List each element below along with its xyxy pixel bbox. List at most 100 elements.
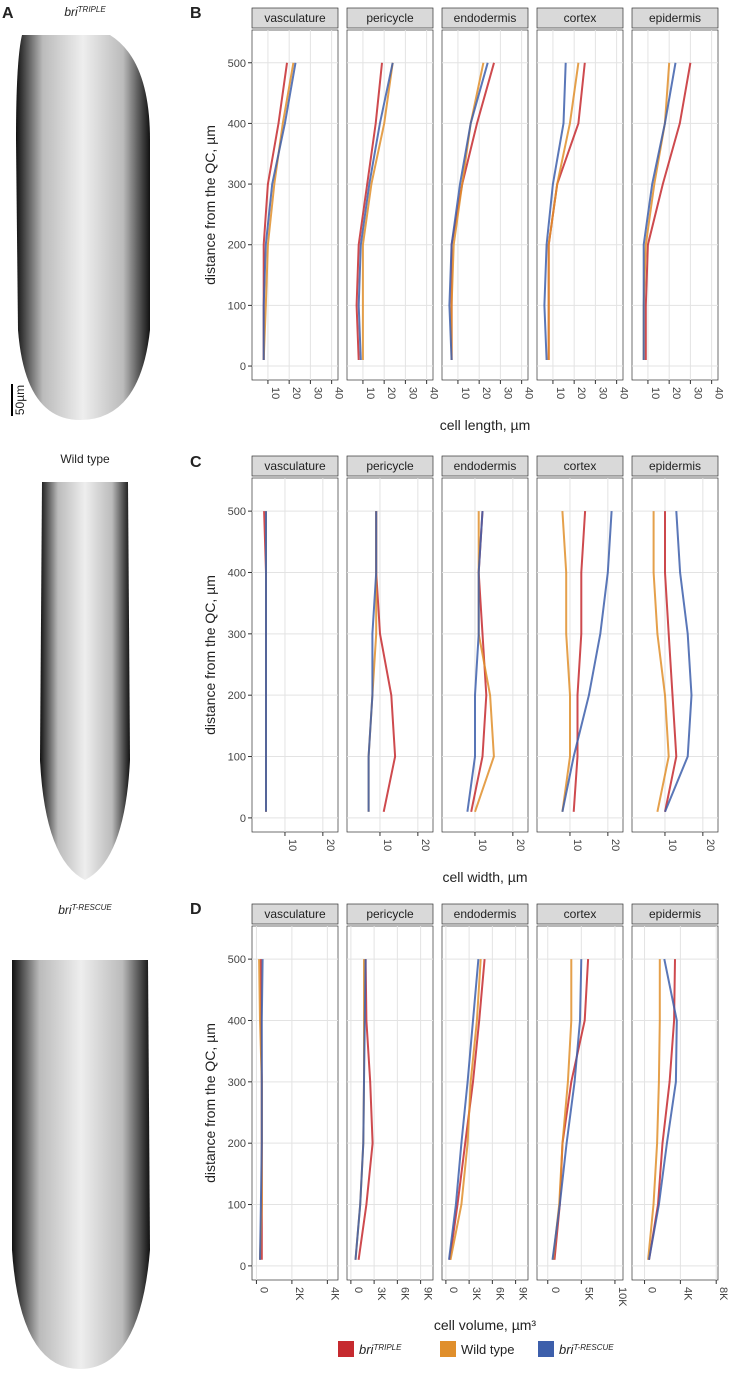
x-tick-label: 0 — [352, 1287, 364, 1293]
x-tick-label: 5K — [582, 1287, 594, 1301]
y-tick-label: 200 — [228, 240, 246, 252]
trend-line — [466, 511, 484, 812]
root-image — [12, 960, 150, 1369]
legend-swatch — [338, 1341, 354, 1357]
trend-line — [644, 62, 692, 360]
facet-strip — [251, 903, 339, 925]
facet-label: pericycle — [366, 11, 414, 25]
facet-label: endodermis — [454, 907, 517, 921]
trend-line — [262, 62, 297, 360]
y-tick-label: 0 — [240, 1261, 246, 1273]
trend-line — [361, 62, 394, 360]
label-sup: TRIPLE — [78, 5, 107, 14]
y-tick-label: 500 — [228, 58, 246, 70]
label-sup: T-RESCUE — [72, 903, 113, 912]
y-tick-label: 300 — [228, 179, 246, 191]
x-tick-label: 40 — [618, 387, 630, 399]
panel-label: A — [2, 5, 14, 22]
legend-swatch — [440, 1341, 456, 1357]
facet-panel — [441, 29, 529, 381]
y-tick-label: 400 — [228, 567, 246, 579]
x-axis-label: cell width, µm — [442, 869, 527, 885]
facet-panel — [441, 925, 529, 1281]
x-tick-label: 10 — [459, 387, 471, 399]
facet-panel — [251, 925, 339, 1281]
facet-strip — [346, 903, 434, 925]
y-tick-label: 500 — [228, 954, 246, 966]
trend-line — [547, 62, 580, 360]
facet-label: endodermis — [454, 459, 517, 473]
x-tick-label: 40 — [523, 387, 535, 399]
x-tick-label: 8K — [717, 1287, 729, 1301]
x-tick-label: 6K — [398, 1287, 410, 1301]
x-tick-label: 9K — [517, 1287, 529, 1301]
x-tick-label: 9K — [422, 1287, 434, 1301]
y-axis-label: distance from the QC, µm — [202, 125, 218, 285]
label-sup: TRIPLE — [373, 1343, 402, 1352]
x-tick-label: 20 — [324, 839, 336, 851]
y-tick-label: 400 — [228, 1015, 246, 1027]
y-tick-label: 300 — [228, 1077, 246, 1089]
trend-line — [647, 959, 661, 1260]
facet-panel — [631, 477, 719, 833]
scale-bar-label: 50µm — [13, 385, 27, 415]
facet-label: cortex — [564, 11, 597, 25]
x-tick-label: 20 — [575, 387, 587, 399]
y-tick-label: 200 — [228, 1138, 246, 1150]
trend-line — [648, 958, 678, 1260]
x-tick-label: 10 — [649, 387, 661, 399]
facet-label: cortex — [564, 907, 597, 921]
x-tick-label: 0 — [549, 1287, 561, 1293]
x-tick-label: 20 — [609, 839, 621, 851]
facet-strip — [441, 455, 529, 477]
facet-strip — [631, 903, 719, 925]
facet-panel — [441, 477, 529, 833]
facet-label: vasculature — [264, 459, 326, 473]
legend-label: briTRIPLE — [359, 1342, 402, 1357]
x-tick-label: 40 — [713, 387, 725, 399]
x-axis-label: cell volume, µm³ — [434, 1317, 537, 1333]
x-tick-label: 10 — [571, 839, 583, 851]
x-tick-label: 20 — [670, 387, 682, 399]
image-label: briTRIPLE — [64, 5, 106, 20]
trend-line — [262, 62, 295, 361]
label-base: bri — [559, 1342, 575, 1357]
legend-label: Wild type — [461, 1342, 514, 1357]
facet-panel — [346, 477, 434, 833]
facet-label: epidermis — [649, 907, 701, 921]
facet-label: pericycle — [366, 459, 414, 473]
x-tick-label: 30 — [596, 387, 608, 399]
x-tick-label: 10 — [666, 839, 678, 851]
x-tick-label: 10 — [554, 387, 566, 399]
x-tick-label: 10 — [364, 387, 376, 399]
trend-line — [357, 62, 394, 361]
x-tick-label: 0 — [257, 1287, 269, 1293]
x-tick-label: 0 — [447, 1287, 459, 1293]
trend-line — [448, 62, 489, 361]
y-tick-label: 0 — [240, 361, 246, 373]
x-tick-label: 2K — [293, 1287, 305, 1301]
y-tick-label: 300 — [228, 629, 246, 641]
x-tick-label: 30 — [691, 387, 703, 399]
x-tick-label: 3K — [470, 1287, 482, 1301]
facet-strip — [251, 7, 339, 29]
x-tick-label: 40 — [333, 387, 345, 399]
facet-panel — [346, 925, 434, 1281]
trend-line — [448, 959, 480, 1260]
x-tick-label: 20 — [514, 839, 526, 851]
facet-strip — [631, 455, 719, 477]
trend-line — [664, 511, 678, 813]
x-tick-label: 20 — [480, 387, 492, 399]
panel-label: C — [190, 454, 202, 471]
x-tick-label: 20 — [290, 387, 302, 399]
trend-line — [664, 511, 693, 813]
y-tick-label: 400 — [228, 118, 246, 130]
trend-line — [642, 62, 677, 360]
label-base: bri — [359, 1342, 375, 1357]
x-tick-label: 20 — [385, 387, 397, 399]
facet-strip — [441, 903, 529, 925]
facet-strip — [536, 7, 624, 29]
facet-label: pericycle — [366, 907, 414, 921]
label-base: bri — [58, 903, 72, 917]
